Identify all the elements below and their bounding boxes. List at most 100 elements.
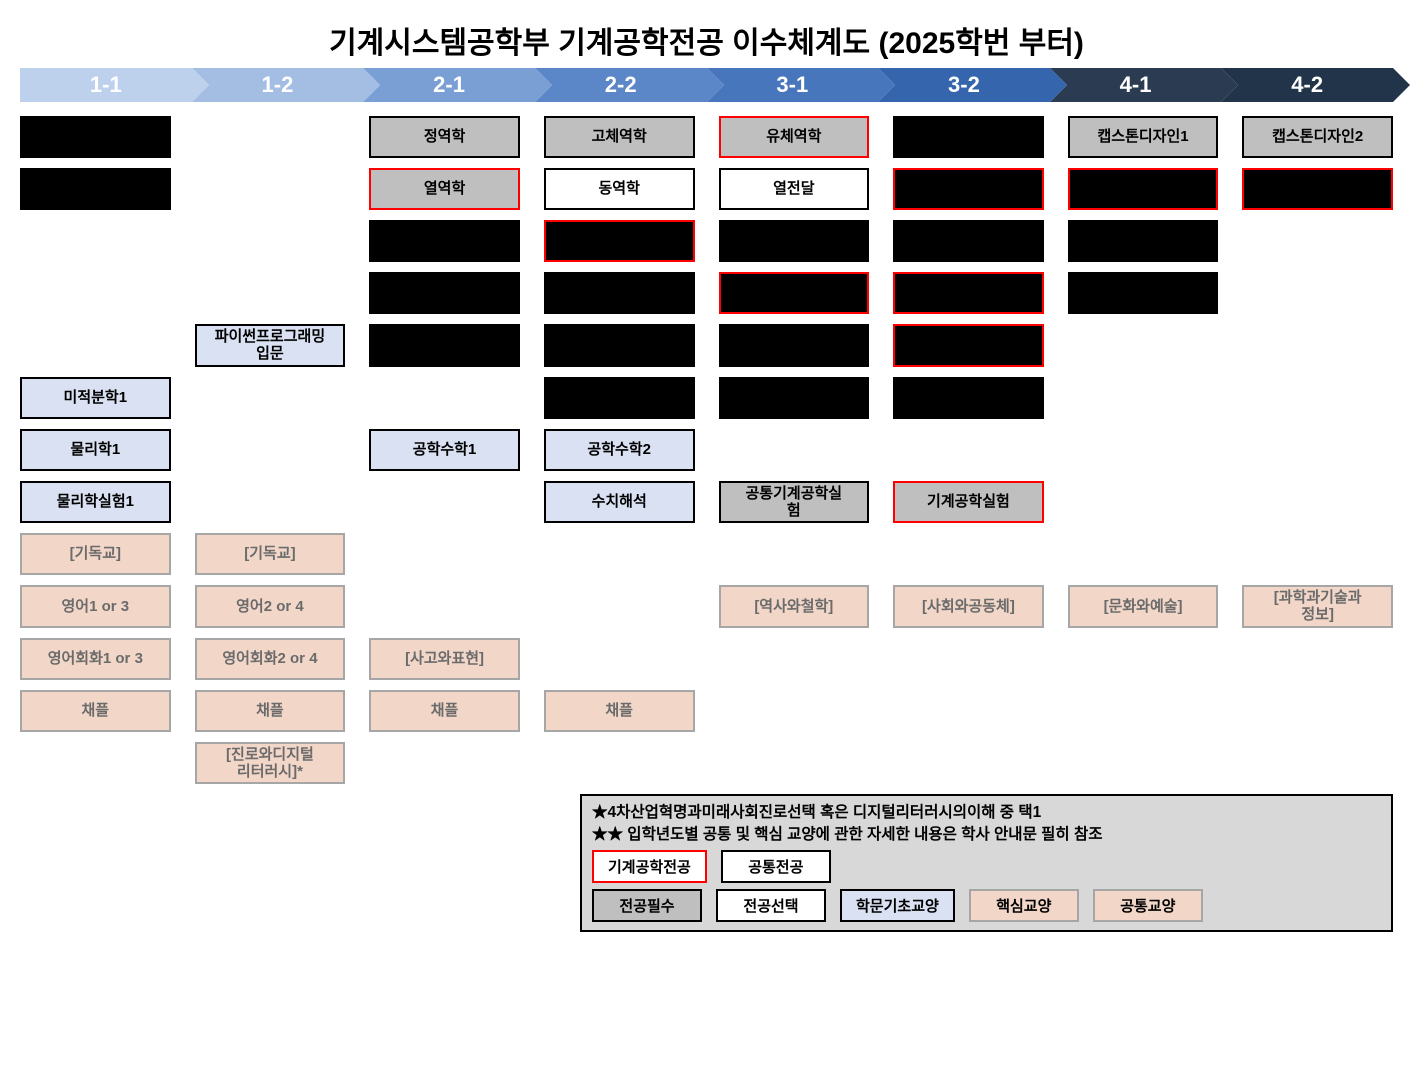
course-box: 공통기계공학실험: [719, 481, 870, 524]
course-box: [544, 220, 695, 262]
course-box: [719, 272, 870, 314]
course-box: 영어2 or 4: [195, 585, 346, 628]
empty-cell: [1068, 533, 1219, 575]
course-box: 동역학: [544, 168, 695, 210]
note-line-2: ★★ 입학년도별 공통 및 핵심 교양에 관한 자세한 내용은 학사 안내문 필…: [592, 822, 1381, 844]
course-box: 채플: [195, 690, 346, 732]
empty-cell: [20, 742, 171, 785]
empty-cell: [1068, 324, 1219, 367]
legend-item: 전공선택: [716, 889, 826, 922]
semester-chevron: 4-2: [1221, 68, 1393, 102]
course-box: [20, 168, 171, 210]
empty-cell: [544, 742, 695, 785]
empty-cell: [1242, 220, 1393, 262]
course-box: [1068, 220, 1219, 262]
empty-cell: [1242, 324, 1393, 367]
course-box: [진로와디지털리터러시]*: [195, 742, 346, 785]
course-box: [기독교]: [20, 533, 171, 575]
course-box: [719, 220, 870, 262]
course-box: [1242, 168, 1393, 210]
course-box: 채플: [544, 690, 695, 732]
course-box: [사회와공동체]: [893, 585, 1044, 628]
course-box: 미적분학1: [20, 377, 171, 419]
course-box: [893, 168, 1044, 210]
course-box: 공학수학1: [369, 429, 520, 471]
empty-cell: [195, 272, 346, 314]
empty-cell: [369, 533, 520, 575]
empty-cell: [369, 742, 520, 785]
empty-cell: [1242, 742, 1393, 785]
semester-chevron: 4-1: [1050, 68, 1222, 102]
empty-cell: [1068, 429, 1219, 471]
empty-cell: [893, 638, 1044, 680]
empty-cell: [544, 585, 695, 628]
semester-chevron: 1-1: [20, 68, 192, 102]
course-box: [사고와표현]: [369, 638, 520, 680]
empty-cell: [544, 638, 695, 680]
empty-cell: [20, 272, 171, 314]
empty-cell: [195, 168, 346, 210]
course-box: [역사와철학]: [719, 585, 870, 628]
course-box: 공학수학2: [544, 429, 695, 471]
course-box: [893, 272, 1044, 314]
legend-row-1: 기계공학전공공통전공: [592, 850, 1381, 883]
course-box: 캡스톤디자인2: [1242, 116, 1393, 158]
empty-cell: [195, 481, 346, 524]
course-box: 수치해석: [544, 481, 695, 524]
empty-cell: [1068, 742, 1219, 785]
empty-cell: [195, 429, 346, 471]
course-box: 캡스톤디자인1: [1068, 116, 1219, 158]
empty-cell: [195, 377, 346, 419]
empty-cell: [893, 429, 1044, 471]
empty-cell: [1242, 638, 1393, 680]
empty-cell: [719, 638, 870, 680]
curriculum-grid: 정역학고체역학유체역학캡스톤디자인1캡스톤디자인2열역학동역학열전달파이썬프로그…: [20, 116, 1393, 784]
course-box: 영어1 or 3: [20, 585, 171, 628]
course-box: [893, 324, 1044, 367]
empty-cell: [195, 220, 346, 262]
page-title: 기계시스템공학부 기계공학전공 이수체계도 (2025학번 부터): [20, 18, 1393, 62]
empty-cell: [893, 742, 1044, 785]
legend-item: 공통전공: [721, 850, 831, 883]
empty-cell: [195, 116, 346, 158]
course-box: [893, 377, 1044, 419]
semester-header: 1-11-22-12-23-13-24-14-2: [20, 68, 1393, 102]
empty-cell: [369, 585, 520, 628]
course-box: [719, 324, 870, 367]
course-box: 물리학실험1: [20, 481, 171, 524]
course-box: [544, 272, 695, 314]
course-box: [369, 324, 520, 367]
empty-cell: [1242, 533, 1393, 575]
empty-cell: [893, 690, 1044, 732]
legend-item: 학문기초교양: [840, 889, 955, 922]
legend-item: 공통교양: [1093, 889, 1203, 922]
semester-chevron: 3-2: [878, 68, 1050, 102]
empty-cell: [369, 481, 520, 524]
empty-cell: [1068, 638, 1219, 680]
course-box: [1068, 272, 1219, 314]
course-box: 고체역학: [544, 116, 695, 158]
empty-cell: [1068, 377, 1219, 419]
course-box: [문화와예술]: [1068, 585, 1219, 628]
course-box: [544, 377, 695, 419]
legend-item: 전공필수: [592, 889, 702, 922]
semester-chevron: 3-1: [707, 68, 879, 102]
course-box: 열전달: [719, 168, 870, 210]
course-box: 영어회화2 or 4: [195, 638, 346, 680]
empty-cell: [1242, 272, 1393, 314]
course-box: [369, 272, 520, 314]
empty-cell: [20, 220, 171, 262]
empty-cell: [1068, 690, 1219, 732]
empty-cell: [719, 533, 870, 575]
course-box: 파이썬프로그래밍입문: [195, 324, 346, 367]
note-line-1: ★4차산업혁명과미래사회진로선택 혹은 디지털리터러시의이해 중 택1: [592, 800, 1381, 822]
empty-cell: [1242, 690, 1393, 732]
empty-cell: [893, 533, 1044, 575]
course-box: [기독교]: [195, 533, 346, 575]
empty-cell: [544, 533, 695, 575]
course-box: 기계공학실험: [893, 481, 1044, 524]
notes-box: ★4차산업혁명과미래사회진로선택 혹은 디지털리터러시의이해 중 택1 ★★ 입…: [580, 794, 1393, 932]
course-box: 채플: [369, 690, 520, 732]
course-box: [893, 116, 1044, 158]
empty-cell: [1242, 481, 1393, 524]
